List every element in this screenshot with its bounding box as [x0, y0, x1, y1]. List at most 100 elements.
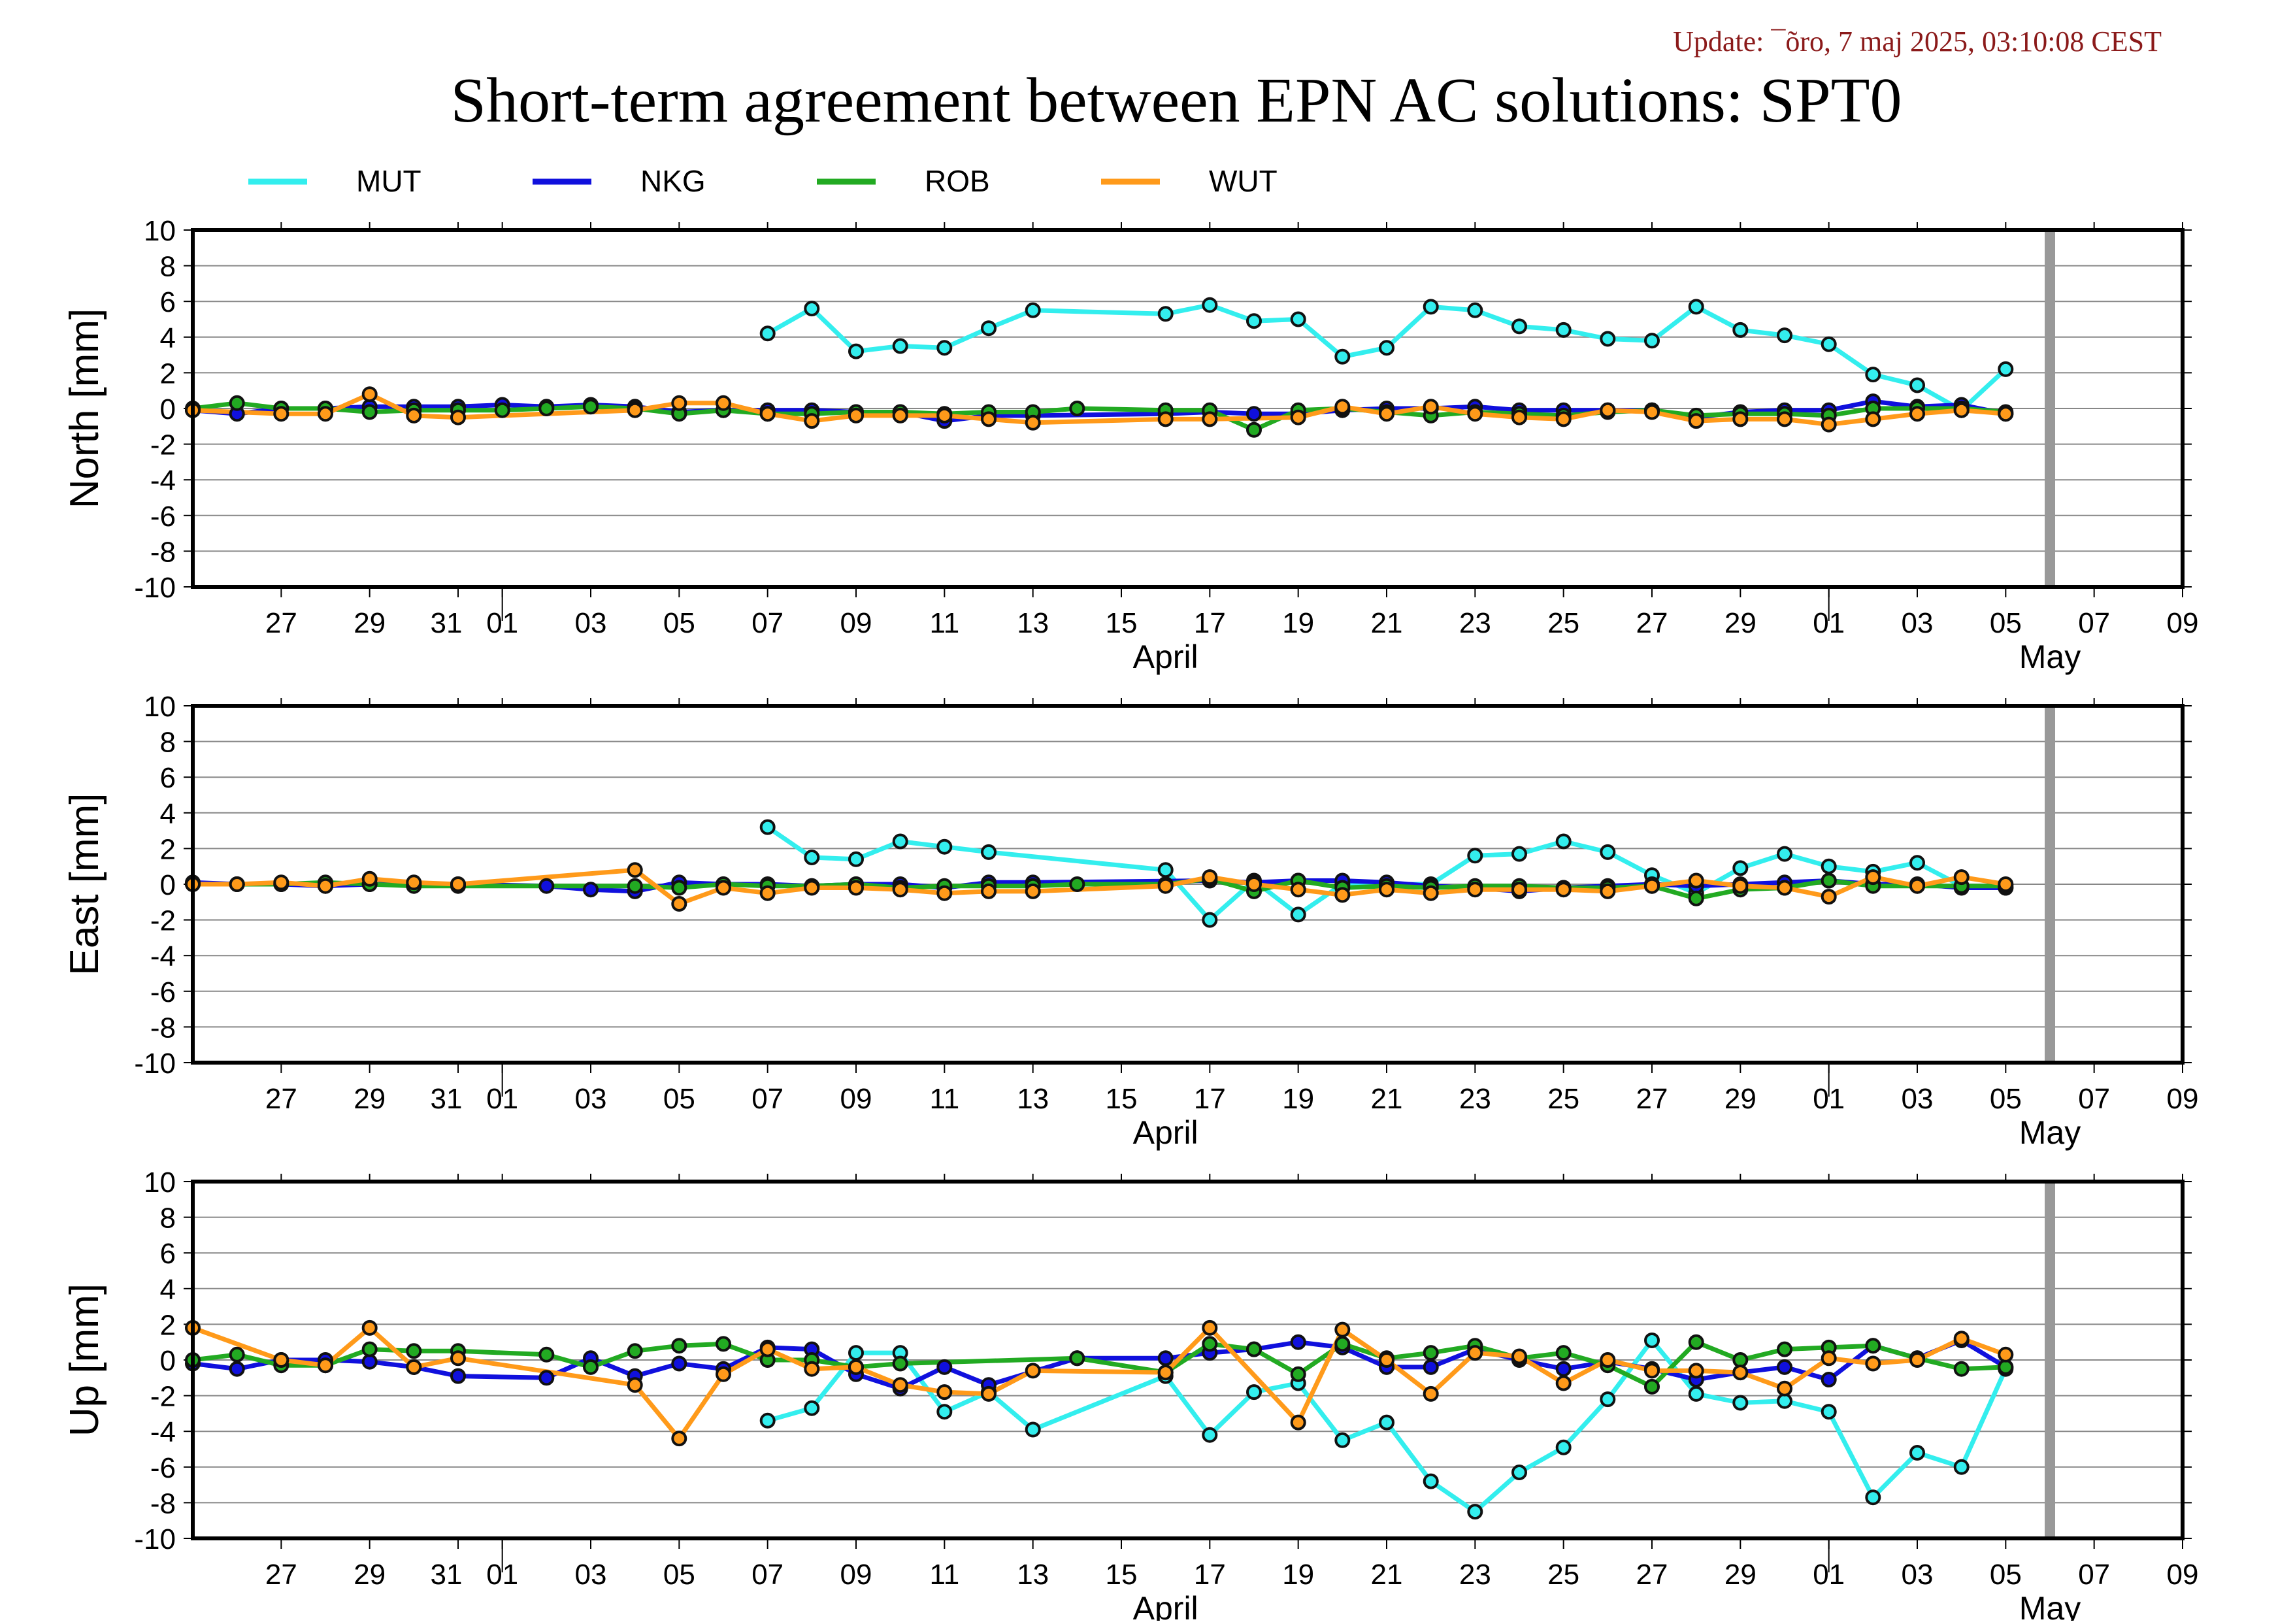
data-point-rob — [494, 402, 510, 418]
data-point-wut — [1334, 1321, 1351, 1338]
data-point-wut — [1334, 887, 1351, 903]
data-point-wut — [1025, 1363, 1041, 1379]
series-line-wut — [191, 1325, 2007, 1441]
y-tick-label: 6 — [160, 762, 176, 794]
data-point-wut — [1246, 876, 1262, 892]
data-point-wut — [1600, 883, 1616, 899]
data-point-wut — [936, 407, 953, 423]
data-point-wut — [1423, 885, 1439, 901]
data-point-nkg — [450, 1368, 466, 1384]
x-tick-label: 07 — [2078, 1083, 2110, 1115]
data-point-mut — [1600, 1391, 1616, 1408]
x-tick-label: 09 — [840, 1559, 872, 1591]
y-tick-label: 0 — [160, 1345, 176, 1377]
data-point-wut — [1379, 882, 1394, 898]
data-point-wut — [1732, 411, 1749, 427]
data-point-wut — [1423, 399, 1439, 415]
data-point-mut — [1025, 1421, 1041, 1438]
data-point-rob — [361, 404, 378, 420]
data-point-mut — [1600, 844, 1616, 860]
data-point-mut — [1423, 1473, 1439, 1489]
data-point-mut — [1821, 336, 1837, 352]
data-point-rob — [1423, 1345, 1439, 1361]
x-tick-label: 17 — [1194, 1559, 1226, 1591]
x-tick-label: 15 — [1106, 1083, 1138, 1115]
y-tick-label: 8 — [160, 1202, 176, 1235]
x-tick-label: 13 — [1017, 1083, 1049, 1115]
data-point-wut — [1998, 1346, 2014, 1363]
data-point-mut — [1334, 1432, 1351, 1448]
data-point-wut — [361, 1319, 378, 1336]
x-tick-label: 11 — [929, 1083, 959, 1115]
data-point-wut — [318, 1357, 333, 1374]
data-point-mut — [848, 851, 864, 867]
data-point-wut — [361, 870, 378, 887]
data-point-mut — [1202, 912, 1218, 928]
data-point-mut — [1467, 1504, 1483, 1520]
data-point-wut — [1025, 883, 1041, 899]
y-axis-label: North [mm] — [62, 308, 107, 509]
x-tick-label: 13 — [1017, 607, 1049, 639]
data-point-wut — [1467, 1345, 1483, 1361]
y-tick-label: -8 — [150, 1487, 176, 1519]
data-point-wut — [892, 882, 908, 898]
data-point-rob — [1644, 1378, 1660, 1395]
update-timestamp: Update: ¯õro, 7 maj 2025, 03:10:08 CEST — [1673, 25, 2162, 58]
x-tick-label: 03 — [575, 1083, 607, 1115]
data-point-wut — [1998, 876, 2014, 892]
x-tick-label: 17 — [1194, 607, 1226, 639]
data-point-wut — [627, 862, 643, 878]
x-tick-label: 09 — [840, 607, 872, 639]
x-tick-label: 29 — [354, 1083, 386, 1115]
data-point-mut — [981, 320, 997, 337]
data-point-nkg — [1290, 1334, 1306, 1350]
y-tick-label: 6 — [160, 286, 176, 318]
data-point-wut — [450, 1350, 466, 1367]
data-point-mut — [1688, 1385, 1704, 1402]
x-tick-label: 09 — [840, 1083, 872, 1115]
y-tick-label: 10 — [144, 691, 176, 723]
data-point-wut — [627, 402, 643, 418]
data-point-nkg — [1555, 1361, 1572, 1377]
data-point-wut — [273, 406, 289, 422]
data-point-nkg — [671, 1355, 687, 1372]
data-point-rob — [671, 1338, 687, 1354]
data-point-mut — [1600, 331, 1616, 347]
data-point-wut — [671, 395, 687, 411]
y-axis-label: East [mm] — [62, 793, 107, 975]
data-point-wut — [892, 407, 908, 423]
x-tick-label: 21 — [1371, 1559, 1403, 1591]
y-tick-label: 4 — [160, 798, 176, 830]
data-point-mut — [848, 1345, 864, 1361]
data-point-wut — [1202, 869, 1218, 886]
data-point-mut — [1821, 1404, 1837, 1420]
data-point-mut — [1953, 1459, 1970, 1475]
y-tick-label: -10 — [134, 572, 176, 604]
x-tick-label: 19 — [1282, 607, 1314, 639]
data-point-rob — [1290, 1366, 1306, 1382]
data-point-rob — [627, 878, 643, 894]
data-point-wut — [804, 413, 820, 429]
y-tick-label: 8 — [160, 727, 176, 759]
data-point-wut — [318, 878, 333, 894]
chart-title: Short-term agreement between EPN AC solu… — [450, 65, 1902, 136]
x-tick-label: 21 — [1371, 607, 1403, 639]
y-tick-label: 4 — [160, 1274, 176, 1306]
x-tick-label: 23 — [1459, 1083, 1491, 1115]
data-point-wut — [1732, 1365, 1749, 1381]
data-point-mut — [892, 338, 908, 354]
data-point-mut — [848, 343, 864, 359]
y-tick-label: 0 — [160, 869, 176, 901]
data-point-wut — [804, 880, 820, 896]
data-point-wut — [406, 407, 422, 423]
data-point-mut — [1246, 1384, 1262, 1400]
data-point-wut — [361, 386, 378, 403]
series-line-mut — [766, 825, 2006, 923]
data-point-wut — [804, 1361, 820, 1377]
data-point-mut — [1467, 302, 1483, 318]
data-point-wut — [1644, 878, 1660, 894]
data-point-wut — [716, 880, 731, 896]
data-point-wut — [1334, 399, 1351, 415]
x-tick-label: 03 — [1902, 607, 1934, 639]
data-point-mut — [1334, 348, 1351, 365]
